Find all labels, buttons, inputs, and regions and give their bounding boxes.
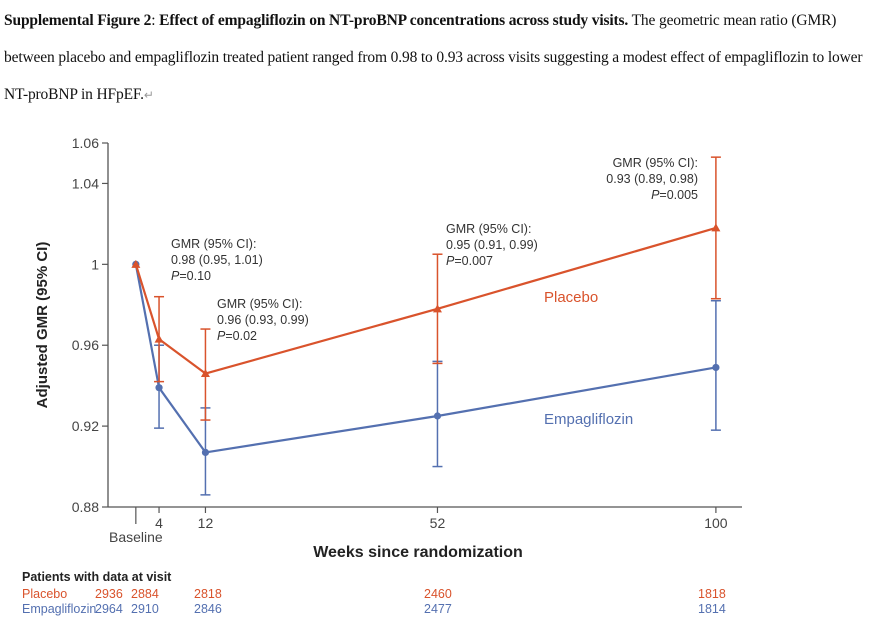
series-layer: Placebo Empagliflozin xyxy=(131,156,721,496)
paragraph-mark-icon: ↵ xyxy=(143,88,154,102)
patients-count: 2846 xyxy=(194,602,222,616)
data-point-triangle xyxy=(131,259,141,268)
data-point-triangle xyxy=(711,223,721,232)
gmr-annotation: GMR (95% CI): 0.96 (0.93, 0.99) P=0.02 xyxy=(217,297,309,343)
data-point-circle xyxy=(433,412,442,420)
patients-count: 2460 xyxy=(424,587,452,601)
legend-empagliflozin: Empagliflozin xyxy=(544,411,633,428)
patients-count: 2910 xyxy=(131,602,159,616)
patients-row-label: Empagliflozin xyxy=(22,602,96,616)
data-point-circle xyxy=(201,448,210,456)
series-placebo xyxy=(131,156,721,421)
data-point-triangle xyxy=(432,304,442,313)
x-tick-label: 100 xyxy=(704,515,728,531)
gmr-line: GMR (95% CI): xyxy=(217,297,302,311)
p-value: P=0.10 xyxy=(171,269,211,283)
patients-table: Patients with data at visit Placebo 2936 28… xyxy=(22,570,726,616)
x-tick-label: 4 xyxy=(155,515,163,531)
p-value: P=0.007 xyxy=(446,254,493,268)
p-symbol: P xyxy=(217,329,226,343)
x-axis-title: Weeks since randomization xyxy=(313,544,523,561)
gmr-line: 0.96 (0.93, 0.99) xyxy=(217,313,309,327)
y-tick-label: 1 xyxy=(91,256,99,272)
patients-count: 1818 xyxy=(698,587,726,601)
y-tick-label: 0.88 xyxy=(72,499,99,515)
legend-placebo: Placebo xyxy=(544,289,598,306)
patients-count: 2884 xyxy=(131,587,159,601)
gmr-line: GMR (95% CI): xyxy=(613,156,698,170)
data-point-circle xyxy=(712,363,720,372)
patients-count: 1814 xyxy=(698,602,726,616)
patients-count: 2964 xyxy=(95,602,123,616)
gmr-line: GMR (95% CI): xyxy=(171,237,256,251)
p-value: P=0.02 xyxy=(217,329,257,343)
y-tick-label: 1.04 xyxy=(72,175,99,191)
data-point-triangle xyxy=(154,334,164,343)
x-tick-label: 52 xyxy=(430,515,446,531)
patients-count: 2936 xyxy=(95,587,123,601)
figure-caption: Supplemental Figure 2: Effect of empagli… xyxy=(4,12,863,103)
data-point-triangle xyxy=(200,369,210,378)
patients-count: 2477 xyxy=(424,602,452,616)
gmr-annotation: GMR (95% CI): 0.93 (0.89, 0.98) P=0.005 xyxy=(606,156,698,202)
x-tick-label: 12 xyxy=(198,515,214,531)
y-axis-title: Adjusted GMR (95% CI) xyxy=(34,242,51,409)
caption-figure-label: Supplemental Figure 2 xyxy=(4,12,152,29)
y-tick-label: 0.96 xyxy=(72,337,99,353)
gmr-line: GMR (95% CI): xyxy=(446,222,531,236)
p-value: P=0.005 xyxy=(651,188,698,202)
p-symbol: P xyxy=(651,188,660,202)
gmr-annotation: GMR (95% CI): 0.95 (0.91, 0.99) P=0.007 xyxy=(446,222,538,268)
caption-title: Effect of empagliflozin on NT-proBNP con… xyxy=(159,12,629,29)
gmr-line: 0.98 (0.95, 1.01) xyxy=(171,253,263,267)
data-point-circle xyxy=(155,384,163,392)
annotations: GMR (95% CI):0.98 (0.95, 1.01)P=0.10GMR … xyxy=(171,156,698,343)
y-tick-label: 0.92 xyxy=(72,418,99,434)
p-symbol: P xyxy=(171,269,180,283)
x-tick-label-baseline: Baseline xyxy=(109,529,163,545)
patients-row-label: Placebo xyxy=(22,587,67,601)
caption-body: The geometric mean ratio (GMR) between p… xyxy=(4,12,863,103)
gmr-annotation: GMR (95% CI): 0.98 (0.95, 1.01) P=0.10 xyxy=(171,237,263,283)
patients-table-title: Patients with data at visit xyxy=(22,570,172,584)
y-tick-label: 1.06 xyxy=(72,135,99,151)
gmr-line: 0.95 (0.91, 0.99) xyxy=(446,238,538,252)
patients-count: 2818 xyxy=(194,587,222,601)
p-symbol: P xyxy=(446,254,455,268)
series-empagliflozin xyxy=(132,260,721,496)
gmr-line: 0.93 (0.89, 0.98) xyxy=(606,172,698,186)
